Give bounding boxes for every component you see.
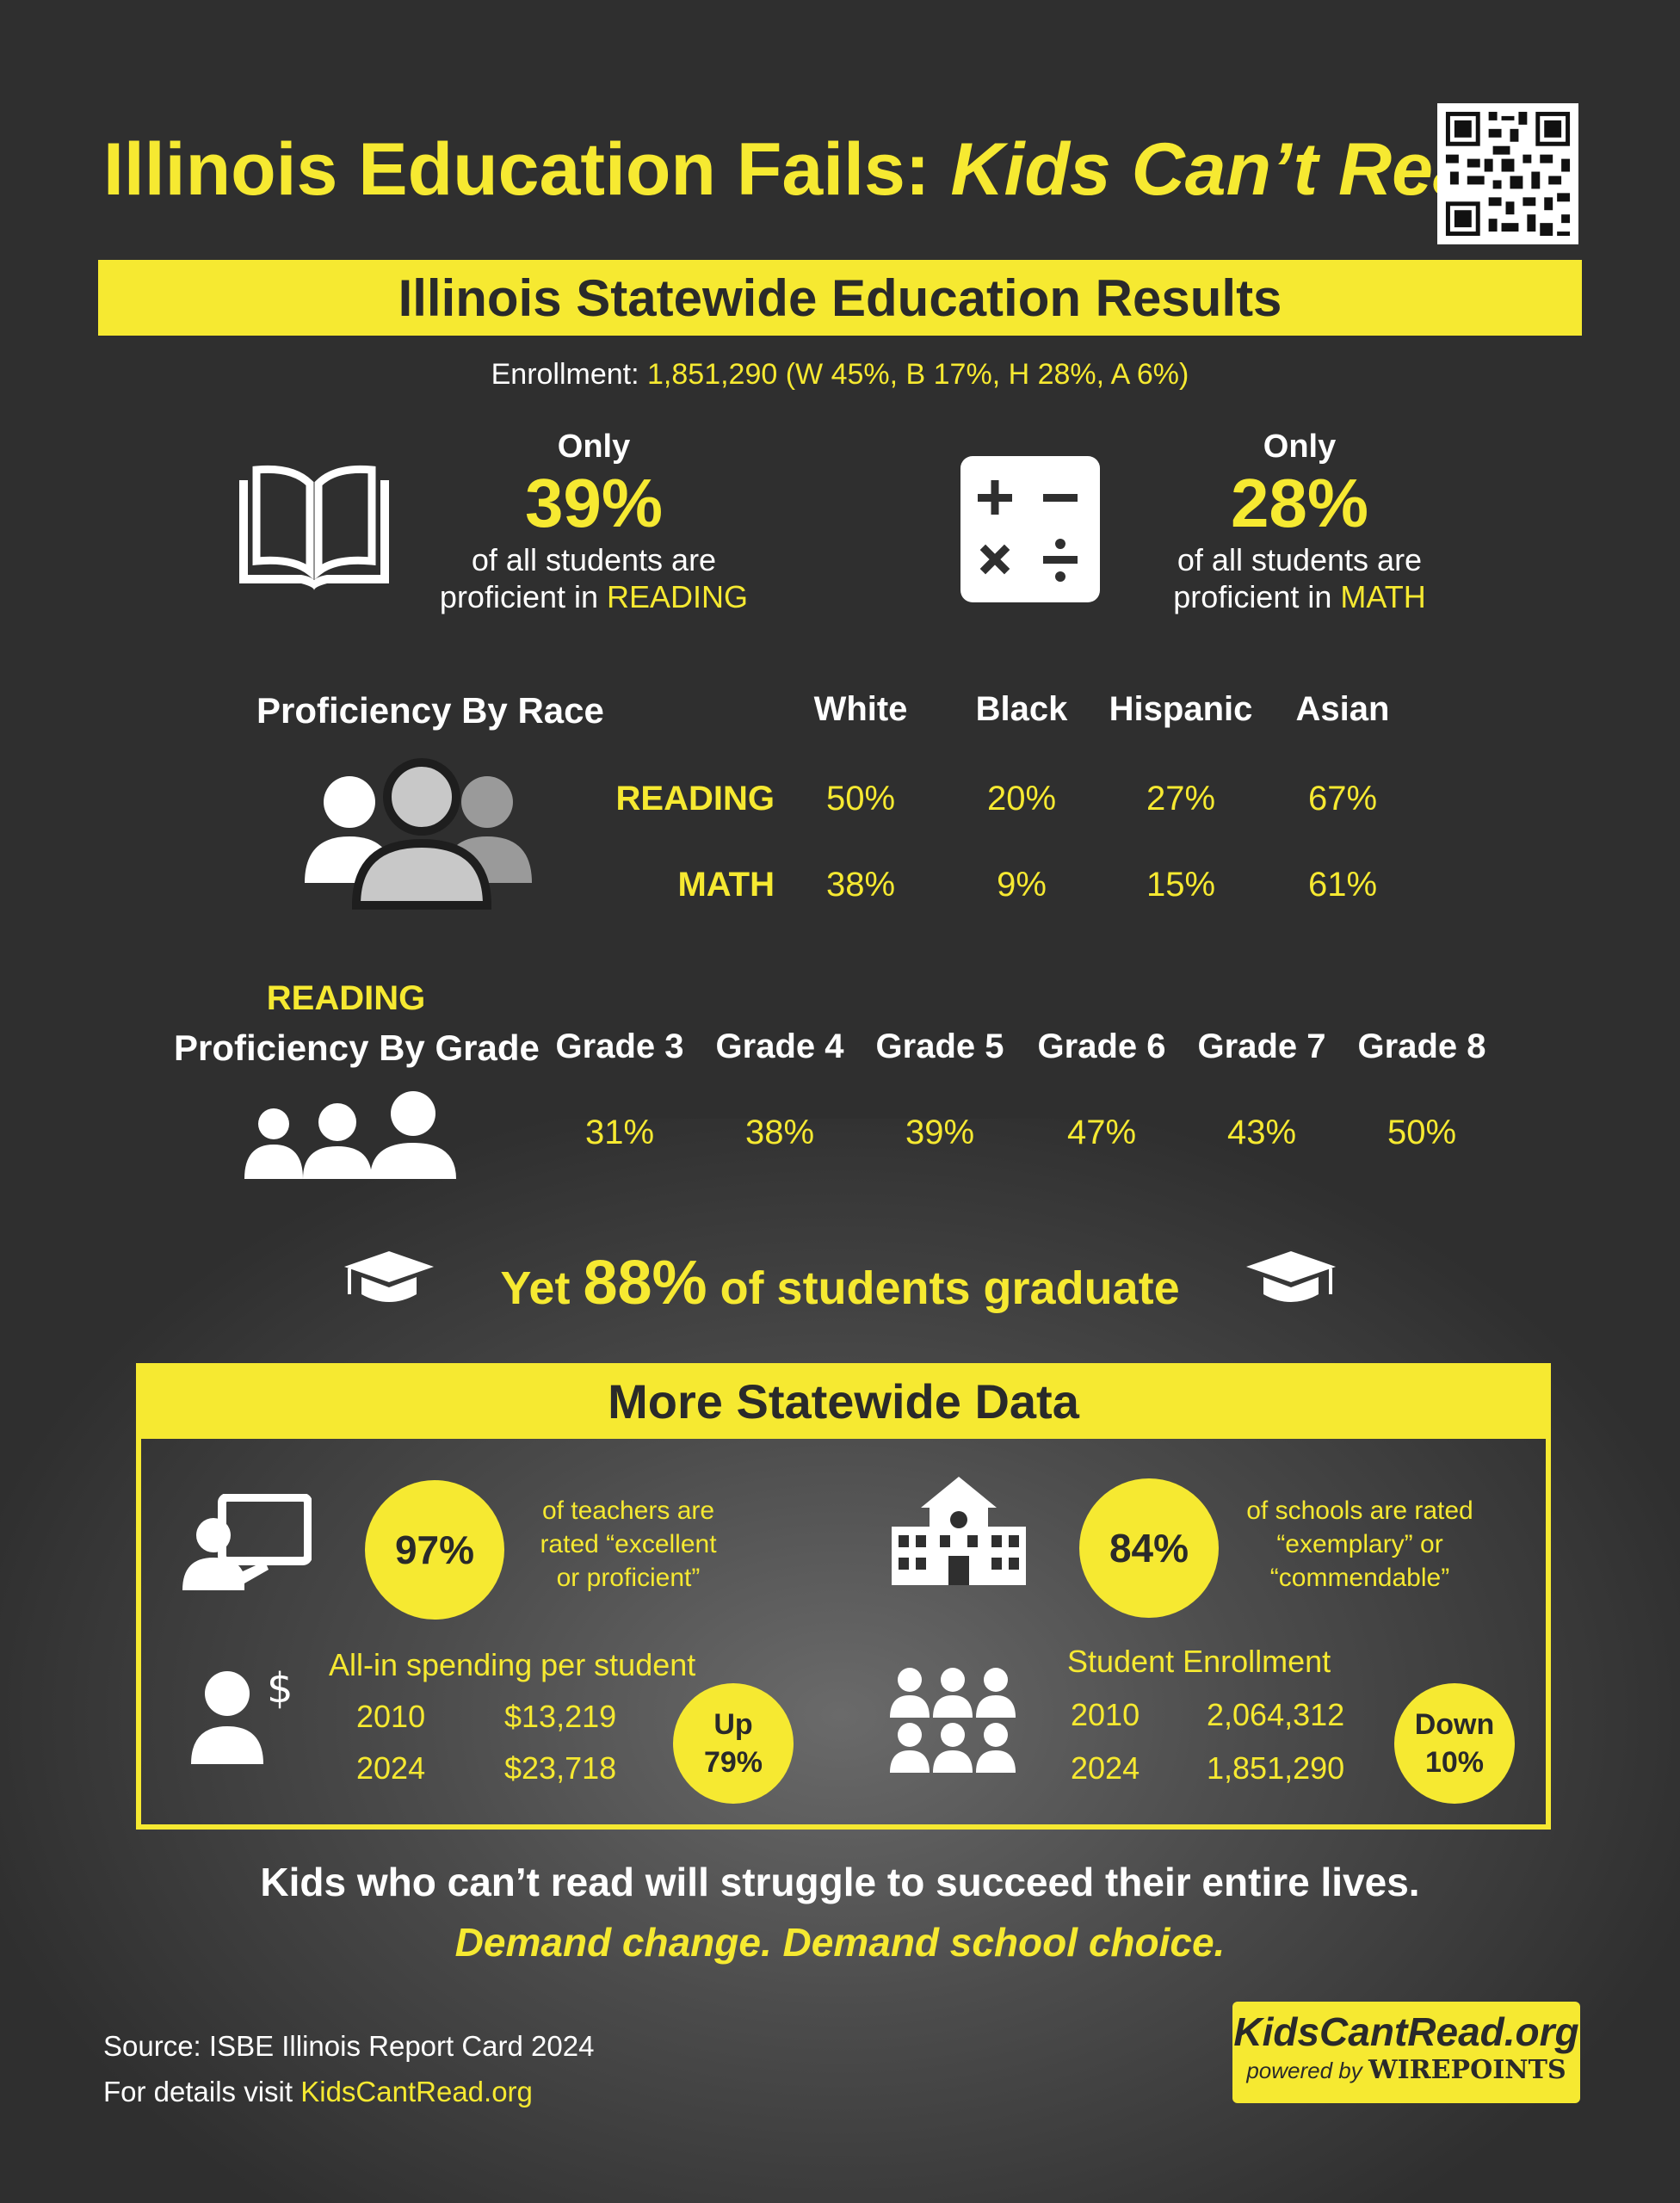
grad-post: of students graduate [707, 1262, 1180, 1314]
svg-text:$: $ [267, 1664, 293, 1712]
title-main: Illinois Education Fails: [103, 128, 951, 211]
race-col-white: White [813, 690, 908, 728]
race-math-white: 38% [825, 866, 896, 904]
site-badge[interactable]: KidsCantRead.org powered by WIREPOINTS [1232, 2002, 1580, 2103]
race-heading: Proficiency By Race [256, 690, 604, 731]
footer-message: Kids who can’t read will struggle to suc… [260, 1860, 1420, 1904]
reading-percent: 39% [524, 465, 664, 541]
results-banner: Illinois Statewide Education Results [98, 260, 1582, 336]
enrollment-title: Student Enrollment [1067, 1644, 1331, 1679]
spending-title: All-in spending per student [329, 1647, 696, 1682]
math-desc-2: proficient in MATH [1173, 579, 1426, 615]
race-col-asian: Asian [1295, 690, 1390, 728]
enrollment-year-2010: 2010 [1071, 1697, 1140, 1732]
people-group-icon [305, 758, 532, 910]
school-building-icon [892, 1477, 1026, 1585]
badge-site-name: KidsCantRead.org [1233, 2009, 1579, 2054]
grade-col-5: Grade 5 [875, 1027, 1004, 1065]
grade-reading-label: READING [266, 979, 426, 1017]
grade-col-4: Grade 4 [715, 1027, 844, 1065]
enrollment-line: Enrollment: 1,851,290 (W 45%, B 17%, H 2… [0, 358, 1680, 392]
grad-pre: Yet [500, 1262, 584, 1314]
enrollment-value-2024: 1,851,290 [1207, 1750, 1345, 1786]
grad-percent: 88% [583, 1249, 707, 1317]
race-col-black: Black [975, 690, 1068, 728]
student-group-icon [890, 1668, 1016, 1773]
title-italic: Kids Can’t Read [950, 128, 1520, 211]
details-link[interactable]: KidsCantRead.org [300, 2075, 533, 2107]
grade-val-5: 39% [905, 1114, 975, 1151]
graduation-cap-icon-right [1246, 1251, 1336, 1302]
calculator-icon [960, 456, 1100, 602]
enrollment-label: Enrollment: [491, 358, 648, 391]
race-math-hispanic: 15% [1146, 866, 1216, 904]
grade-heading: Proficiency By Grade [174, 1027, 540, 1068]
spending-year-2024: 2024 [356, 1750, 426, 1786]
spending-value-2010: $13,219 [504, 1699, 617, 1734]
math-desc-1: of all students are [1177, 542, 1423, 577]
reading-only-label: Only [557, 429, 631, 465]
enrollment-value-2010: 2,064,312 [1207, 1697, 1345, 1732]
schools-desc: of schools are rated “exemplary” or “com… [1246, 1496, 1473, 1592]
page-title: Illinois Education Fails: Kids Can’t Rea… [103, 127, 1519, 213]
graduation-cap-icon [344, 1251, 434, 1302]
enrollment-change-circle: Down 10% [1394, 1683, 1515, 1804]
spending-value-2024: $23,718 [504, 1750, 617, 1786]
teachers-desc: of teachers are rated “excellent or prof… [540, 1496, 717, 1592]
source-text: Source: ISBE Illinois Report Card 2024 [103, 2030, 595, 2062]
race-math-asian: 61% [1307, 866, 1378, 904]
race-row-math-label: MATH [677, 866, 775, 904]
teachers-percent-circle: 97% [365, 1480, 504, 1620]
grade-col-6: Grade 6 [1037, 1027, 1166, 1065]
details-line: For details visit KidsCantRead.org [103, 2075, 533, 2107]
students-icon [244, 1091, 456, 1179]
grade-val-3: 31% [584, 1114, 655, 1151]
enrollment-year-2024: 2024 [1071, 1750, 1140, 1786]
badge-powered-by: powered by WIREPOINTS [1246, 2055, 1566, 2085]
race-row-reading-label: READING [615, 780, 775, 818]
reading-desc-2: proficient in READING [439, 579, 749, 615]
race-math-black: 9% [997, 866, 1047, 904]
grade-col-3: Grade 3 [555, 1027, 684, 1065]
math-only-label: Only [1263, 429, 1337, 465]
grade-val-4: 38% [744, 1114, 815, 1151]
spending-change-circle: Up 79% [673, 1683, 794, 1804]
race-reading-asian: 67% [1307, 780, 1378, 818]
book-icon [239, 465, 389, 590]
graduation-line: Yet 88% of students graduate [0, 1248, 1680, 1318]
spending-year-2010: 2010 [356, 1699, 426, 1734]
more-data-header: More Statewide Data [136, 1363, 1551, 1439]
reading-stat: Only 39% of all students are proficient … [413, 429, 775, 615]
grade-col-8: Grade 8 [1357, 1027, 1486, 1065]
grade-val-6: 47% [1066, 1114, 1137, 1151]
qr-code-icon[interactable] [1437, 103, 1578, 244]
race-reading-hispanic: 27% [1146, 780, 1216, 818]
math-stat: Only 28% of all students are proficient … [1119, 429, 1480, 615]
race-reading-black: 20% [986, 780, 1057, 818]
race-col-hispanic: Hispanic [1109, 690, 1253, 728]
race-reading-white: 50% [825, 780, 896, 818]
grade-val-8: 50% [1387, 1114, 1457, 1151]
footer-call-to-action: Demand change. Demand school choice. [454, 1920, 1226, 1965]
enrollment-value: 1,851,290 (W 45%, B 17%, H 28%, A 6%) [647, 358, 1189, 391]
source-block: Source: ISBE Illinois Report Card 2024 F… [103, 2024, 594, 2115]
math-percent: 28% [1230, 465, 1369, 541]
schools-percent-circle: 84% [1079, 1478, 1219, 1618]
grade-col-7: Grade 7 [1197, 1027, 1326, 1065]
grade-val-7: 43% [1226, 1114, 1297, 1151]
person-dollar-icon: $ [191, 1664, 293, 1764]
reading-desc-1: of all students are [471, 542, 717, 577]
teacher-icon [182, 1494, 312, 1590]
